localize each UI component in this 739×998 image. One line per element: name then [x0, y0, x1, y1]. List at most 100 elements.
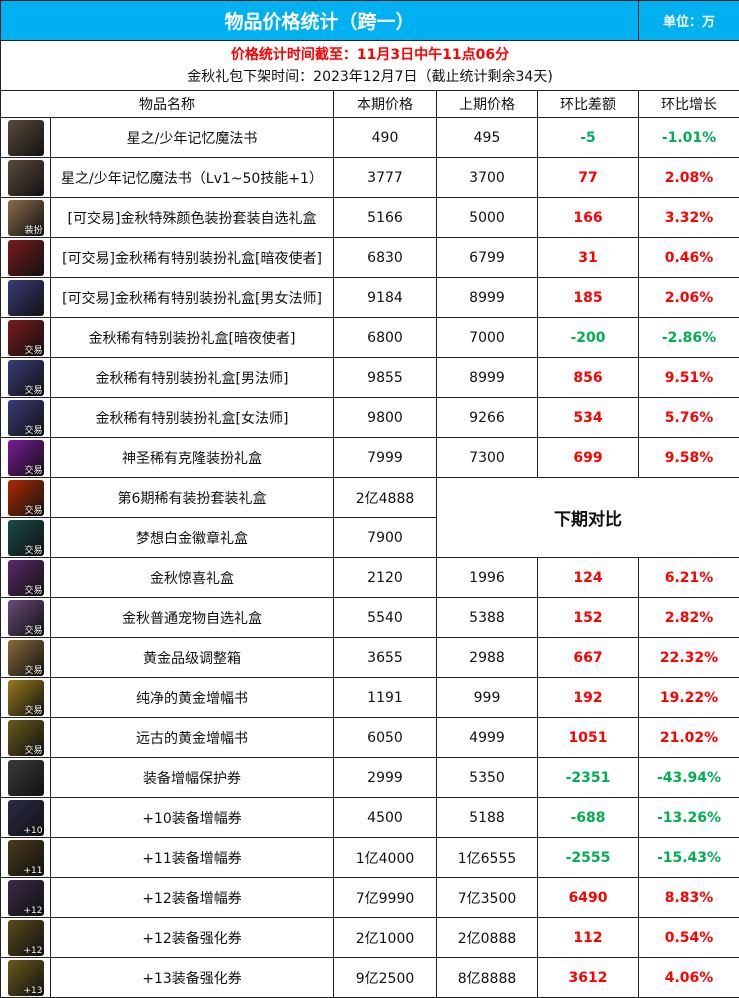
icon-cell [1, 158, 51, 198]
page-title: 物品价格统计（跨一） [1, 1, 639, 41]
info-cell: 价格统计时间截至：11月3日中午11点06分 金秋礼包下架时间：2023年12月… [1, 41, 739, 91]
icon-cell: 交易 [1, 438, 51, 478]
icon-badge: 交易 [24, 623, 42, 636]
icon-cell [1, 278, 51, 318]
icon-badge: 交易 [24, 343, 42, 356]
pct-value: 0.46% [639, 238, 739, 278]
item-name: 黄金品级调整箱 [51, 638, 334, 678]
pct-value: 0.54% [639, 918, 739, 958]
pct-value: 4.06% [639, 958, 739, 998]
previous-price: 4999 [437, 718, 538, 758]
previous-price: 3700 [437, 158, 538, 198]
gift-box-icon [8, 240, 44, 276]
item-name: 神圣稀有克隆装扮礼盒 [51, 438, 334, 478]
pct-value: 2.06% [639, 278, 739, 318]
item-name: 纯净的黄金增幅书 [51, 678, 334, 718]
amplify-book-icon: 交易 [8, 680, 44, 716]
reinforce-ticket-icon: +13 [8, 960, 44, 996]
current-price: 2999 [334, 758, 437, 798]
previous-price: 2亿0888 [437, 918, 538, 958]
current-price: 5166 [334, 198, 437, 238]
pct-value: -1.01% [639, 118, 739, 158]
gift-box-icon: 交易 [8, 480, 44, 516]
diff-value: -688 [538, 798, 639, 838]
previous-price: 7亿3500 [437, 878, 538, 918]
diff-value: -200 [538, 318, 639, 358]
diff-value: 166 [538, 198, 639, 238]
pct-value: 21.02% [639, 718, 739, 758]
current-price: 5540 [334, 598, 437, 638]
icon-badge: +12 [24, 906, 43, 916]
column-header-row: 物品名称 本期价格 上期价格 环比差额 环比增长 [1, 91, 739, 118]
previous-price: 7000 [437, 318, 538, 358]
unit-label: 单位：万 [639, 1, 739, 41]
current-price: 3655 [334, 638, 437, 678]
current-price: 6050 [334, 718, 437, 758]
icon-cell [1, 118, 51, 158]
item-name: [可交易]金秋特殊颜色装扮套装自选礼盒 [51, 198, 334, 238]
diff-value: 6490 [538, 878, 639, 918]
previous-price: 2988 [437, 638, 538, 678]
icon-badge: 交易 [24, 583, 42, 596]
icon-badge: 交易 [24, 383, 42, 396]
current-price: 2亿4888 [334, 478, 437, 518]
pct-value: 22.32% [639, 638, 739, 678]
previous-price: 8999 [437, 358, 538, 398]
previous-price: 5000 [437, 198, 538, 238]
diff-value: -5 [538, 118, 639, 158]
icon-cell [1, 758, 51, 798]
icon-cell: 交易 [1, 518, 51, 558]
magic-book-icon [8, 160, 44, 196]
protect-ticket-icon [8, 760, 44, 796]
previous-price: 1亿6555 [437, 838, 538, 878]
icon-badge: +10 [24, 826, 43, 836]
current-price: 490 [334, 118, 437, 158]
pct-value: 9.51% [639, 358, 739, 398]
icon-badge: +13 [24, 986, 43, 996]
magic-book-icon [8, 120, 44, 156]
current-price: 9184 [334, 278, 437, 318]
current-price: 6800 [334, 318, 437, 358]
item-name: 金秋稀有特别装扮礼盒[男法师] [51, 358, 334, 398]
item-name: 金秋稀有特别装扮礼盒[女法师] [51, 398, 334, 438]
icon-cell [1, 238, 51, 278]
previous-price: 8亿8888 [437, 958, 538, 998]
previous-price: 6799 [437, 238, 538, 278]
pct-value: 2.08% [639, 158, 739, 198]
current-price: 9855 [334, 358, 437, 398]
previous-price: 495 [437, 118, 538, 158]
col-current: 本期价格 [334, 91, 437, 118]
icon-badge: 交易 [24, 743, 42, 756]
item-name: 装备增幅保护券 [51, 758, 334, 798]
item-name: 金秋稀有特别装扮礼盒[暗夜使者] [51, 318, 334, 358]
pct-value: -43.94% [639, 758, 739, 798]
icon-cell: 交易 [1, 478, 51, 518]
item-name: 星之/少年记忆魔法书 [51, 118, 334, 158]
icon-cell: 交易 [1, 678, 51, 718]
diff-value: 667 [538, 638, 639, 678]
amplify-ticket-icon: +12 [8, 880, 44, 916]
current-price: 9800 [334, 398, 437, 438]
pct-value: 8.83% [639, 878, 739, 918]
item-name: 梦想白金徽章礼盒 [51, 518, 334, 558]
col-previous: 上期价格 [437, 91, 538, 118]
current-price: 3777 [334, 158, 437, 198]
current-price: 2亿1000 [334, 918, 437, 958]
pct-value: 2.82% [639, 598, 739, 638]
amplify-ticket-icon: +11 [8, 840, 44, 876]
diff-value: 152 [538, 598, 639, 638]
icon-cell: 交易 [1, 358, 51, 398]
icon-cell: +12 [1, 918, 51, 958]
item-name: [可交易]金秋稀有特别装扮礼盒[男女法师] [51, 278, 334, 318]
next-compare-label: 下期对比 [437, 478, 739, 558]
